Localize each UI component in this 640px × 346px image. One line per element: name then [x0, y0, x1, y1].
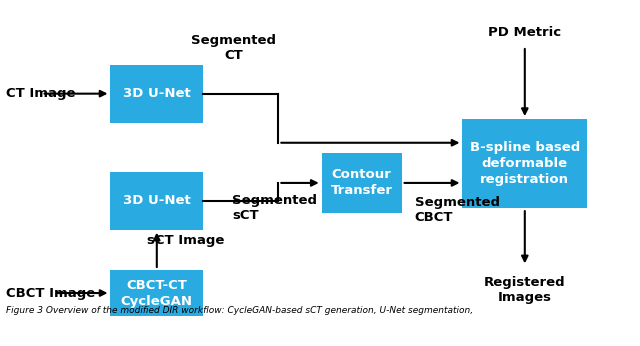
Text: Registered
Images: Registered Images	[484, 276, 566, 304]
Text: Segmented
CBCT: Segmented CBCT	[415, 196, 500, 224]
Text: Segmented
CT: Segmented CT	[191, 34, 276, 62]
FancyBboxPatch shape	[321, 153, 402, 213]
Text: Contour
Transfer: Contour Transfer	[331, 169, 392, 198]
Text: Figure 3 Overview of the modified DIR workflow: CycleGAN-based sCT generation, U: Figure 3 Overview of the modified DIR wo…	[6, 306, 474, 315]
Text: PD Metric: PD Metric	[488, 26, 561, 39]
Text: CT Image: CT Image	[6, 87, 76, 100]
Text: Segmented
sCT: Segmented sCT	[232, 194, 317, 222]
Text: CBCT Image: CBCT Image	[6, 286, 95, 300]
Text: B-spline based
deformable
registration: B-spline based deformable registration	[470, 141, 580, 186]
FancyBboxPatch shape	[110, 172, 204, 230]
Text: CBCT-CT
CycleGAN: CBCT-CT CycleGAN	[121, 279, 193, 308]
Text: 3D U-Net: 3D U-Net	[123, 194, 191, 207]
Text: 3D U-Net: 3D U-Net	[123, 87, 191, 100]
FancyBboxPatch shape	[110, 270, 204, 316]
FancyBboxPatch shape	[110, 65, 204, 123]
Text: sCT Image: sCT Image	[147, 235, 225, 247]
FancyBboxPatch shape	[462, 119, 588, 208]
